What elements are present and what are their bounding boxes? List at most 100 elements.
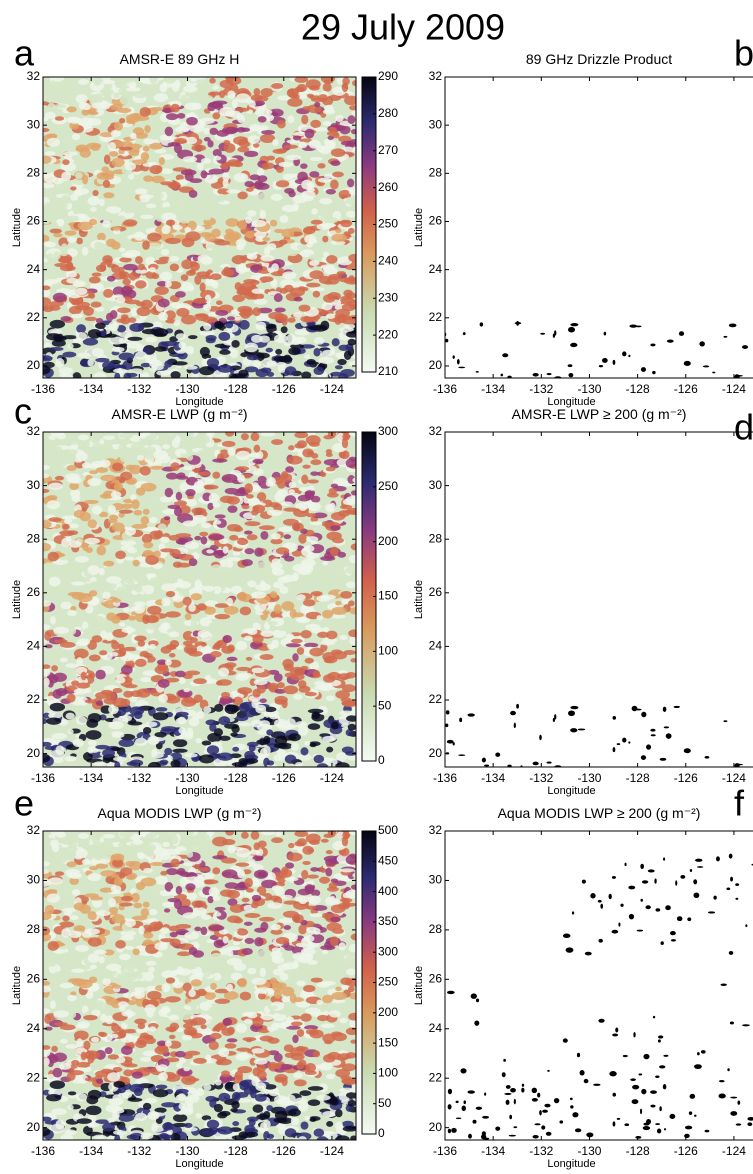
cloud-cell [317,571,326,581]
cloud-pixel [533,373,539,377]
cloud-cell [191,979,202,986]
cloud-cell [252,689,260,698]
x-tick-label: -128 [626,382,650,396]
cloud-cell [287,456,302,465]
cloud-cell [257,961,272,968]
y-tick-label: 24 [429,262,443,276]
cloud-cell [269,502,279,507]
cloud-cell [335,1135,349,1142]
cloud-cell [302,448,314,457]
cloud-cell [253,855,264,860]
cloud-cell [330,160,340,166]
cloud-cell [60,265,76,271]
cloud-cell [197,79,210,89]
x-tick-label: -132 [529,771,553,785]
cloud-cell [207,1120,219,1129]
cloud-cell [298,966,311,970]
cloud-cell [323,627,329,632]
cloud-cell [195,579,202,588]
cloud-cell [60,1039,68,1044]
cloud-cell [142,240,150,250]
cloud-cell [335,601,341,606]
y-tick-label: 24 [27,262,41,276]
cloud-cell [301,666,309,670]
cloud-cell [199,118,214,124]
cloud-pixel [570,343,577,347]
cloud-cell [73,952,89,958]
cloud-cell [234,918,243,924]
cloud-cell [165,611,181,617]
cloud-cell [329,127,337,134]
cloud-cell [212,867,220,874]
cloud-cell [223,635,232,643]
cloud-cell [170,760,180,768]
cloud-cell [77,352,91,358]
cloud-cell [281,501,293,506]
cloud-cell [209,78,215,84]
cloud-cell [77,222,92,231]
cloud-cell [269,895,279,900]
cloud-cell [188,989,195,997]
cloud-cell [125,162,136,170]
cloud-cell [281,601,294,611]
cloud-cell [242,898,250,903]
cloud-cell [281,612,288,618]
cloud-cell [288,445,294,450]
cloud-cell [226,890,240,898]
cloud-cell [161,213,176,221]
cloud-cell [217,753,233,761]
cloud-pixel [459,718,462,723]
colorbar-label: 300 [378,424,398,438]
cloud-cell [166,591,175,597]
cloud-cell [166,473,178,480]
cloud-cell [206,549,214,553]
cloud-pixel [570,728,577,732]
cloud-cell [88,1090,102,1100]
cloud-cell [108,898,116,907]
cloud-cell [127,337,142,341]
cloud-cell [261,130,275,135]
cloud-cell [313,670,320,677]
cloud-cell [341,701,356,706]
cloud-cell [184,1127,197,1131]
x-tick-label: -136 [31,771,55,785]
cloud-cell [213,251,222,258]
cloud-cell [156,370,171,376]
cloud-cell [135,659,146,667]
cloud-cell [281,229,294,239]
cloud-cell [145,1098,157,1104]
cloud-cell [251,220,266,227]
cloud-cell [145,615,159,623]
cloud-cell [170,302,181,308]
cloud-cell [169,1015,180,1021]
cloud-cell [206,939,214,943]
cloud-cell [189,558,198,566]
cloud-cell [89,277,101,284]
cloud-cell [48,517,61,522]
cloud-cell [330,525,340,531]
cloud-cell [307,875,319,879]
cloud-cell [114,761,120,770]
cloud-pixel [628,355,630,357]
cloud-cell [144,249,159,255]
cloud-cell [139,78,149,83]
cloud-cell [99,199,105,206]
colorbar-label: 100 [378,644,398,658]
cloud-cell [88,329,102,339]
cloud-cell [303,227,315,234]
cloud-cell [181,274,189,281]
cloud-cell [153,1089,169,1097]
cloud-cell [193,298,207,304]
cloud-pixel [660,758,667,761]
cloud-cell [329,140,336,149]
cloud-cell [314,127,328,131]
cloud-cell [69,117,82,124]
cloud-cell [326,850,333,854]
cloud-cell [119,478,125,483]
cloud-pixel [599,365,603,367]
cloud-cell [292,653,298,662]
cloud-cell [341,141,355,146]
cloud-pixel [501,374,504,377]
cloud-pixel [547,373,552,375]
cloud-cell [56,433,66,439]
